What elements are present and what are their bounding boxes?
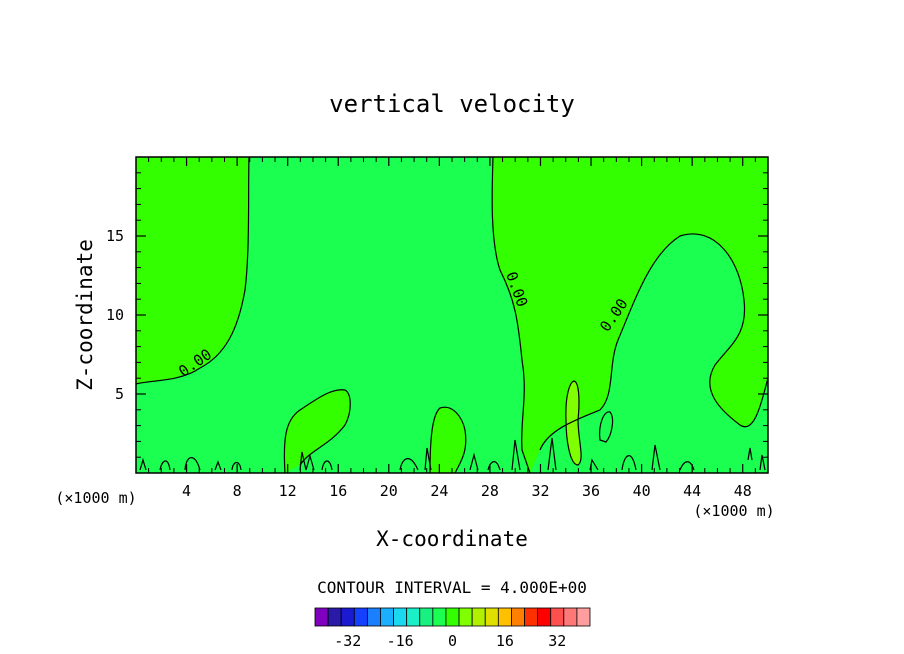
colorbar-swatch xyxy=(432,607,447,627)
contour-line-blob-25 xyxy=(429,406,467,473)
x-tick-label: 4 xyxy=(182,482,191,500)
colorbar-swatch xyxy=(563,607,578,627)
colorbar-swatch xyxy=(458,607,473,627)
colorbar-tick-label: 32 xyxy=(548,632,566,650)
contour-line-right xyxy=(539,233,768,451)
colorbar-swatch xyxy=(537,607,552,627)
chart-title: vertical velocity xyxy=(329,90,575,118)
colorbar-swatch xyxy=(550,607,565,627)
x-tick-label: 8 xyxy=(233,482,242,500)
colorbar-ticks: -32 -16 0 16 32 xyxy=(334,632,566,650)
y-tick-label: 10 xyxy=(106,306,124,324)
colorbar-swatch xyxy=(327,607,342,627)
colorbar-swatch xyxy=(366,607,381,627)
colorbar-swatch xyxy=(471,607,486,627)
x-tick-label: 48 xyxy=(734,482,752,500)
contour-noise-near-ground xyxy=(139,437,766,471)
updraft-blob-25 xyxy=(430,407,466,473)
x-tick-label: 12 xyxy=(279,482,297,500)
colorbar-swatch xyxy=(419,607,434,627)
updraft-blob-16 xyxy=(284,389,351,473)
colorbar-swatch xyxy=(497,607,512,627)
colorbar-tick-label: 16 xyxy=(496,632,514,650)
colorbar-swatch xyxy=(406,607,421,627)
contour-line-blob-16 xyxy=(283,389,351,473)
x-tick-label: 16 xyxy=(329,482,347,500)
colorbar-swatch xyxy=(445,607,460,627)
x-axis-label: X-coordinate xyxy=(376,527,528,551)
contour-interval-text: CONTOUR INTERVAL = 4.000E+00 xyxy=(317,578,587,597)
colorbar-swatch xyxy=(353,607,368,627)
colorbar-swatch xyxy=(380,607,394,627)
x-unit-left: (×1000 m) xyxy=(55,489,136,507)
updraft-core-34 xyxy=(565,381,582,465)
colorbar-swatch xyxy=(340,607,355,627)
zero-region-right xyxy=(530,233,768,473)
y-axis: 5 10 15 xyxy=(106,172,768,458)
colorbar-swatch xyxy=(511,607,525,627)
contour-line-small-cell xyxy=(599,411,614,443)
x-tick-label: 32 xyxy=(531,482,549,500)
x-tick-label: 24 xyxy=(430,482,448,500)
contour-line-core-34 xyxy=(565,380,582,466)
colorbar-swatch xyxy=(576,607,591,627)
colorbar xyxy=(314,607,591,627)
x-tick-label: 44 xyxy=(683,482,701,500)
x-unit-right: (×1000 m) xyxy=(693,502,774,520)
y-axis-label: Z-coordinate xyxy=(73,239,97,391)
x-tick-label: 28 xyxy=(481,482,499,500)
colorbar-swatch xyxy=(393,607,408,627)
colorbar-swatch xyxy=(524,607,539,627)
contour-line-left xyxy=(136,157,250,385)
x-tick-label: 20 xyxy=(380,482,398,500)
colorbar-tick-label: 0 xyxy=(448,632,457,650)
colorbar-swatch xyxy=(484,607,499,627)
contour-line-middle xyxy=(491,157,531,473)
y-tick-label: 15 xyxy=(106,227,124,245)
plot-area: 0.00 0.00 0.00 xyxy=(135,156,769,474)
colorbar-tick-label: -32 xyxy=(334,632,361,650)
y-tick-label: 5 xyxy=(115,385,124,403)
zero-region-left xyxy=(136,157,530,473)
x-axis: 4 8 12 16 20 24 28 32 36 40 44 48 xyxy=(148,157,756,500)
colorbar-swatch xyxy=(314,607,329,627)
x-tick-label: 40 xyxy=(633,482,651,500)
x-tick-label: 36 xyxy=(582,482,600,500)
colorbar-tick-label: -16 xyxy=(387,632,414,650)
